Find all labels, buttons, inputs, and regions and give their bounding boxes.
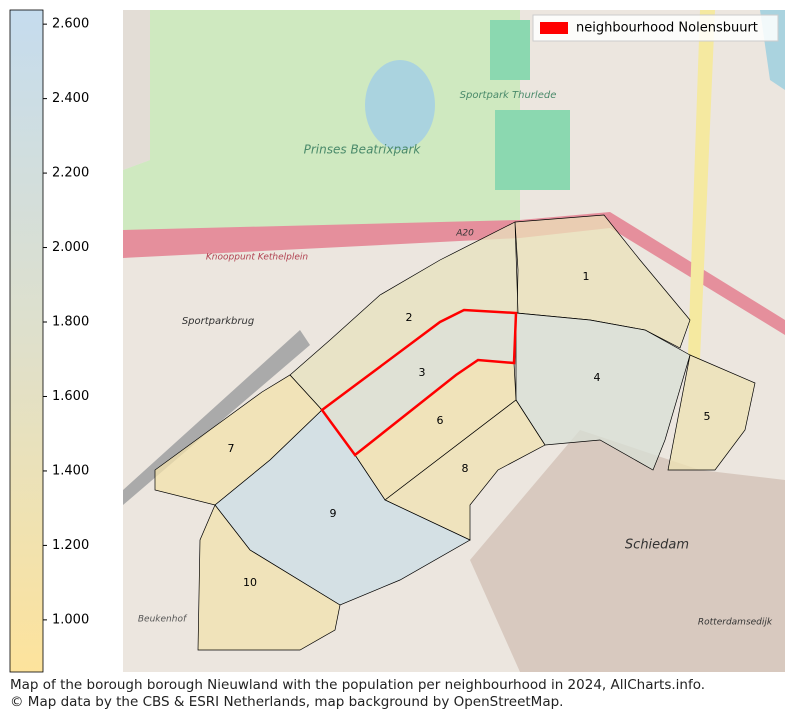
colorbar-tick-label: 1.000 (52, 612, 89, 627)
map-label: Sportpark Thurlede (460, 90, 557, 101)
neighbourhood-label: 8 (462, 462, 469, 475)
neighbourhood-label: 5 (704, 410, 711, 423)
neighbourhood (667, 354, 756, 471)
colorbar (9, 9, 44, 673)
caption-line: Map of the borough borough Nieuwland wit… (10, 677, 706, 693)
neighbourhood (197, 504, 341, 651)
neighbourhood-label: 3 (419, 366, 426, 379)
colorbar-tick-label: 1.800 (52, 315, 89, 330)
caption-line: © Map data by the CBS & ESRI Netherlands… (10, 694, 564, 710)
highlight-outline (320, 308, 518, 457)
colorbar-tick-label: 2.200 (52, 166, 89, 181)
neighbourhood-label: 9 (330, 507, 337, 520)
map-label: Schiedam (625, 538, 689, 553)
neighbourhood-label: 4 (594, 371, 601, 384)
map-figure: 1 2 3 4 5 6 7 8 9 10 Prinses Beatrixpark Sportpark… (9, 9, 785, 673)
map-label: A20 (455, 229, 474, 239)
neighbourhood-label: 1 (583, 270, 590, 283)
neighbourhood-label: 10 (243, 576, 257, 589)
legend-box (532, 14, 779, 42)
legend-label: neighbourhood Nolensbuurt (576, 21, 758, 36)
neighbourhood (214, 409, 471, 606)
colorbar-tick-label: 1.400 (52, 463, 89, 478)
neighbourhood-label: 6 (437, 414, 444, 427)
colorbar-tick-label: 2.600 (52, 17, 89, 32)
neighbourhood-label: 7 (228, 442, 235, 455)
map-label: Beukenhof (138, 615, 188, 625)
colorbar-tick-label: 2.000 (52, 240, 89, 255)
colorbar-tick-label: 1.200 (52, 538, 89, 553)
neighbourhood-label: 2 (406, 311, 413, 324)
colorbar-tick-label: 1.600 (52, 389, 89, 404)
legend-swatch (540, 22, 568, 34)
map-label: Prinses Beatrixpark (304, 143, 422, 157)
map-label: Sportparkbrug (182, 316, 254, 327)
colorbar-tick-label: 2.400 (52, 91, 89, 106)
map-label: Rotterdamsedijk (698, 618, 773, 628)
map-label: Knooppunt Kethelplein (206, 253, 308, 263)
